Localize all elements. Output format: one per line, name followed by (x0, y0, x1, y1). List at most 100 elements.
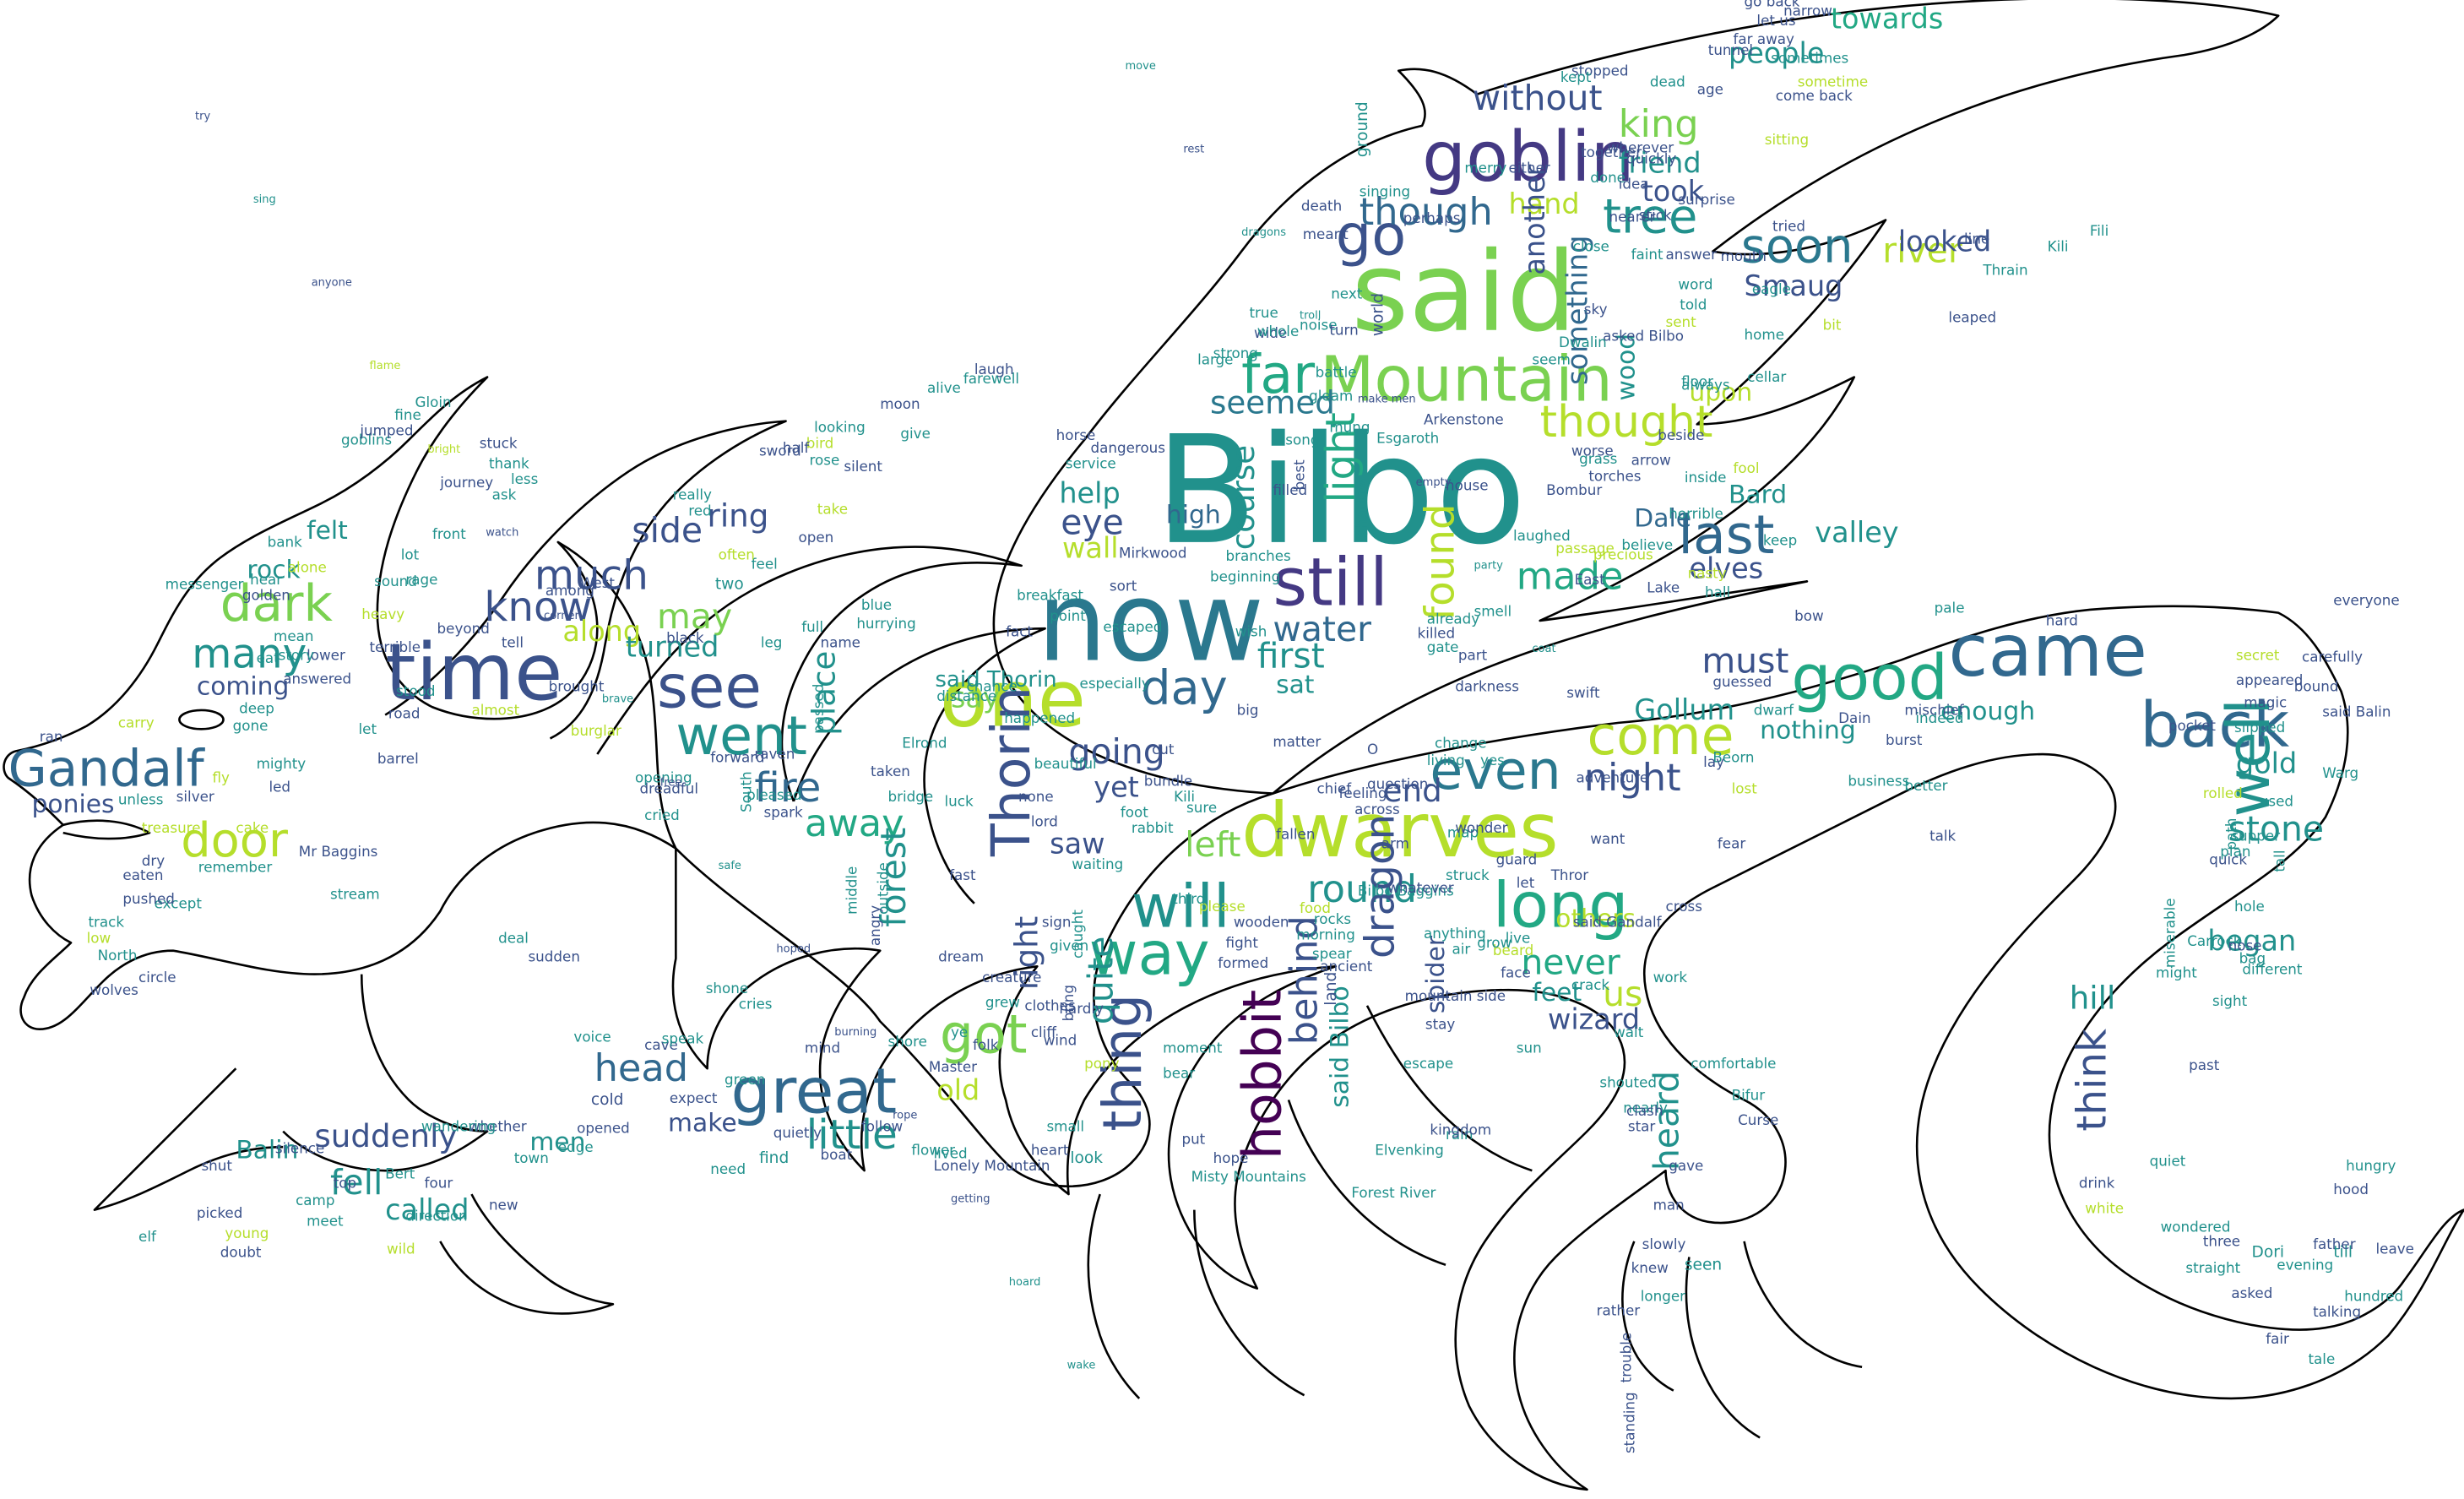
word-spear: spear (1312, 945, 1352, 962)
word-elvenking: Elvenking (1375, 1142, 1444, 1159)
word-valley: valley (1815, 516, 1898, 549)
word-master: Master (929, 1058, 977, 1075)
word-sudden: sudden (528, 948, 579, 965)
word-tree: tree (1603, 189, 1697, 244)
word-began: began (2207, 925, 2296, 958)
word-hardly: hardly (1059, 1000, 1104, 1017)
word-well: well (2213, 698, 2283, 817)
word-four: four (425, 1175, 453, 1192)
word-old: old (936, 1073, 980, 1106)
word-narrow: narrow (1783, 3, 1832, 19)
word-suddenly: suddenly (314, 1117, 457, 1154)
word-best: best (1291, 459, 1308, 491)
word-standing: standing (1620, 1392, 1637, 1453)
word-stopped: stopped (1571, 62, 1629, 79)
word-wooden: wooden (1234, 914, 1289, 931)
word-new: new (489, 1197, 518, 1214)
word-one: one (940, 654, 1086, 745)
word-lake: Lake (1647, 578, 1680, 595)
word-without: without (1473, 78, 1603, 118)
dragon-eye (178, 709, 225, 730)
word-messenger: messenger (166, 576, 244, 593)
word-torches: torches (1588, 467, 1641, 484)
word-leaped: leaped (1948, 308, 1996, 325)
dragon-silhouette-outline (3, 0, 2464, 1491)
word-nearer: nearer (1609, 208, 1656, 225)
word-beorn: Beorn (1712, 748, 1754, 765)
word-wish: wish (1235, 623, 1267, 640)
word-will: will (1132, 872, 1230, 942)
word-gave: gave (1669, 1157, 1703, 1174)
word-surprise: surprise (1678, 191, 1734, 208)
word-large: large (1197, 351, 1233, 368)
word-stood: stood (396, 682, 435, 699)
word-mischief: mischief (1904, 702, 1964, 719)
word-slowly: slowly (1642, 1236, 1686, 1252)
word-troll: troll (1300, 310, 1321, 323)
word-need: need (710, 1160, 746, 1177)
word-branches: branches (1226, 547, 1291, 564)
word-sound: sound (374, 573, 417, 589)
word-wondered: wondered (2161, 1219, 2231, 1236)
word-age: age (1697, 81, 1723, 98)
word-wind: wind (1044, 1031, 1077, 1048)
word-bifur: Bifur (1732, 1086, 1766, 1103)
word-dream: dream (938, 948, 984, 965)
word-saw: saw (1050, 827, 1104, 860)
word-take: take (817, 500, 848, 517)
word-stone: stone (2228, 808, 2325, 849)
word-mighty: mighty (257, 755, 307, 772)
word-goblins: goblins (341, 432, 392, 448)
word-pleased: pleased (746, 786, 801, 803)
word-turned: turned (626, 631, 719, 664)
jaw-spike-3 (439, 1193, 615, 1315)
word-esgaroth: Esgaroth (1376, 430, 1439, 447)
word-among: among (545, 582, 594, 599)
word-beautiful: beautiful (1034, 755, 1097, 772)
word-way: way (1089, 919, 1210, 989)
word-journey: journey (439, 474, 493, 491)
word-elrond: Elrond (902, 735, 947, 752)
word-silent: silent (844, 458, 882, 475)
word-rolled: rolled (2203, 785, 2243, 801)
word-battle: battle (1316, 364, 1357, 381)
hind-claw-2 (1685, 1257, 1761, 1439)
word-shut: shut (201, 1157, 232, 1174)
word-last: last (1678, 503, 1774, 566)
word-towards: towards (1831, 2, 1943, 35)
word-say: say (951, 681, 1000, 714)
word-father: father (2313, 1236, 2356, 1252)
word-see: see (657, 651, 762, 721)
word-coming: coming (197, 671, 290, 701)
word-nose: nose (2228, 937, 2262, 954)
word-kili: Kili (2048, 238, 2069, 255)
word-white: white (2085, 1199, 2124, 1216)
word-try: try (195, 110, 210, 122)
word-sitting: sitting (1765, 131, 1809, 148)
word-west: West (580, 574, 616, 591)
word-story: story (279, 646, 314, 663)
word-moment: moment (1163, 1040, 1223, 1056)
word-quiet: quiet (2150, 1153, 2186, 1170)
word-dead: dead (1650, 73, 1685, 90)
word-whatever: whatever (1387, 879, 1454, 896)
word-bow: bow (1794, 607, 1824, 624)
word-opened: opened (577, 1119, 630, 1136)
word-none: none (1018, 788, 1054, 805)
word-side: side (632, 510, 703, 551)
word-sometimes: sometimes (1771, 49, 1848, 66)
word-called: called (385, 1193, 469, 1226)
word-people: people (1729, 36, 1825, 69)
word-faint: faint (1631, 246, 1663, 263)
word-seemed: seemed (1210, 383, 1335, 421)
word-cross: cross (1666, 898, 1702, 915)
word-leg: leg (761, 634, 783, 651)
word-lived: lived (933, 1144, 967, 1161)
word-cold: cold (591, 1091, 624, 1109)
word-top: top (334, 1175, 356, 1192)
word-move: move (1125, 60, 1155, 73)
word-forward: forward (710, 748, 764, 765)
wing-outline (992, 0, 2280, 795)
word-caught: caught (1069, 910, 1086, 959)
word-alive: alive (927, 379, 961, 396)
